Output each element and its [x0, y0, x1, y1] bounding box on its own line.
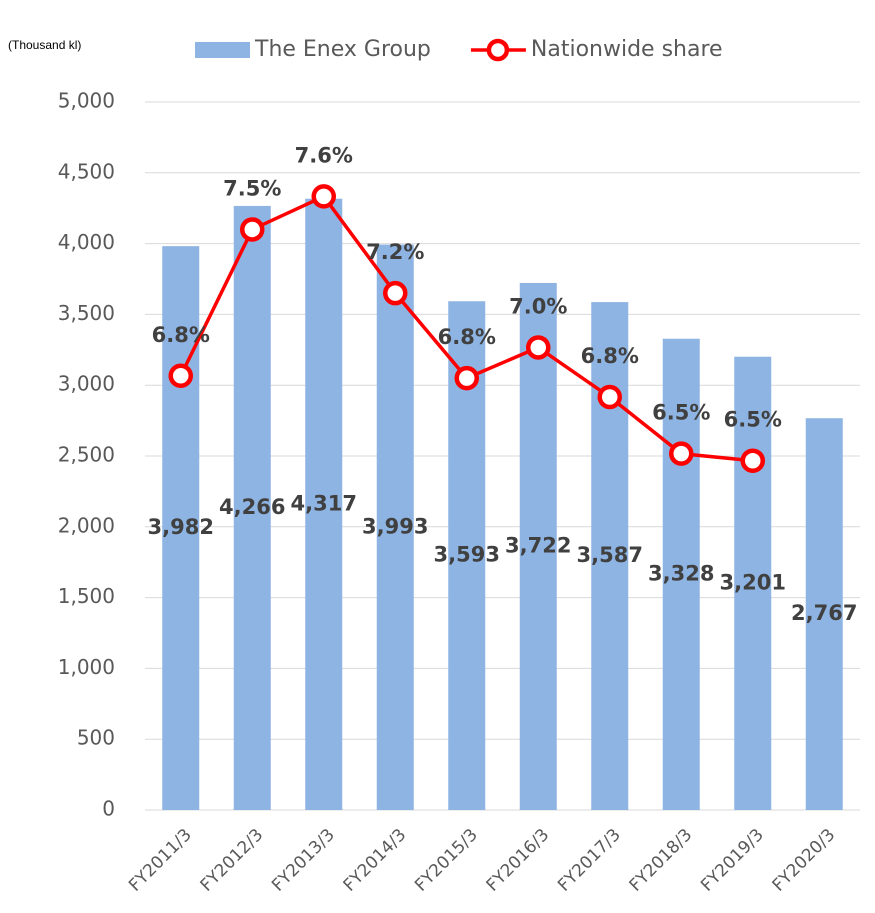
bar-value-label: 3,993: [362, 514, 428, 538]
line-value-label: 6.5%: [724, 408, 782, 432]
legend-swatch: [195, 42, 250, 58]
line-value-label: 6.5%: [652, 401, 710, 425]
x-tick-label: FY2020/3: [769, 825, 840, 896]
line-marker: [240, 217, 265, 242]
line-value-label: 7.5%: [223, 176, 281, 200]
line-marker: [168, 363, 193, 389]
y-tick-label: 3,000: [58, 372, 115, 396]
line-marker: [597, 384, 622, 410]
y-tick-label: 4,000: [58, 230, 115, 254]
y-tick-label: 2,500: [58, 443, 115, 467]
bar: [305, 198, 343, 811]
x-tick-label: FY2015/3: [411, 825, 482, 896]
bar-value-label: 3,593: [434, 543, 500, 567]
bar: [662, 338, 700, 810]
y-tick-label: 5,000: [58, 89, 115, 113]
bar-value-label: 3,587: [577, 543, 643, 567]
y-tick-label: 0: [102, 797, 115, 821]
x-tick-label: FY2011/3: [125, 825, 196, 896]
line-marker: [740, 448, 765, 473]
bar-value-label: 4,317: [291, 491, 357, 515]
x-tick-label: FY2014/3: [340, 825, 411, 896]
bar-value-label: 2,767: [791, 601, 857, 625]
bar: [162, 246, 200, 810]
x-tick-label: FY2013/3: [268, 825, 339, 896]
x-tick-label: FY2016/3: [483, 825, 554, 896]
line-marker: [526, 335, 551, 360]
bar: [376, 244, 414, 811]
x-tick-label: FY2019/3: [697, 825, 768, 896]
line-value-label: 7.6%: [295, 143, 353, 167]
bar-value-label: 4,266: [219, 495, 285, 519]
y-tick-label: 2,000: [58, 513, 115, 537]
bar-value-label: 3,328: [648, 561, 714, 585]
y-tick-label: 1,500: [58, 584, 115, 608]
bar: [519, 282, 557, 810]
x-tick-label: FY2017/3: [554, 825, 625, 896]
y-tick-label: 3,500: [58, 301, 115, 325]
line-marker: [383, 280, 408, 306]
line-marker: [311, 184, 336, 209]
bar: [734, 356, 772, 810]
bar: [233, 205, 271, 811]
bar: [805, 418, 843, 810]
bar-value-label: 3,982: [148, 515, 214, 539]
x-tick-label: FY2018/3: [626, 825, 697, 896]
x-tick-label: FY2012/3: [197, 825, 268, 896]
line-value-label: 6.8%: [581, 344, 639, 368]
line-value-label: 6.8%: [152, 323, 210, 347]
line-value-label: 6.8%: [438, 325, 496, 349]
y-axis-label: (Thousand kl): [8, 38, 81, 52]
line-marker: [669, 441, 694, 466]
line-value-label: 7.2%: [366, 240, 424, 264]
y-tick-label: 500: [77, 726, 115, 750]
y-tick-label: 4,500: [58, 159, 115, 183]
line-marker: [454, 365, 479, 391]
line-value-label: 7.0%: [509, 294, 567, 318]
bar-value-label: 3,722: [505, 533, 571, 557]
legend-label: Nationwide share: [531, 37, 723, 62]
legend-label: The Enex Group: [254, 37, 431, 62]
y-tick-label: 1,000: [58, 655, 115, 679]
legend-swatch: [486, 38, 510, 62]
bar-value-label: 3,201: [720, 570, 786, 594]
